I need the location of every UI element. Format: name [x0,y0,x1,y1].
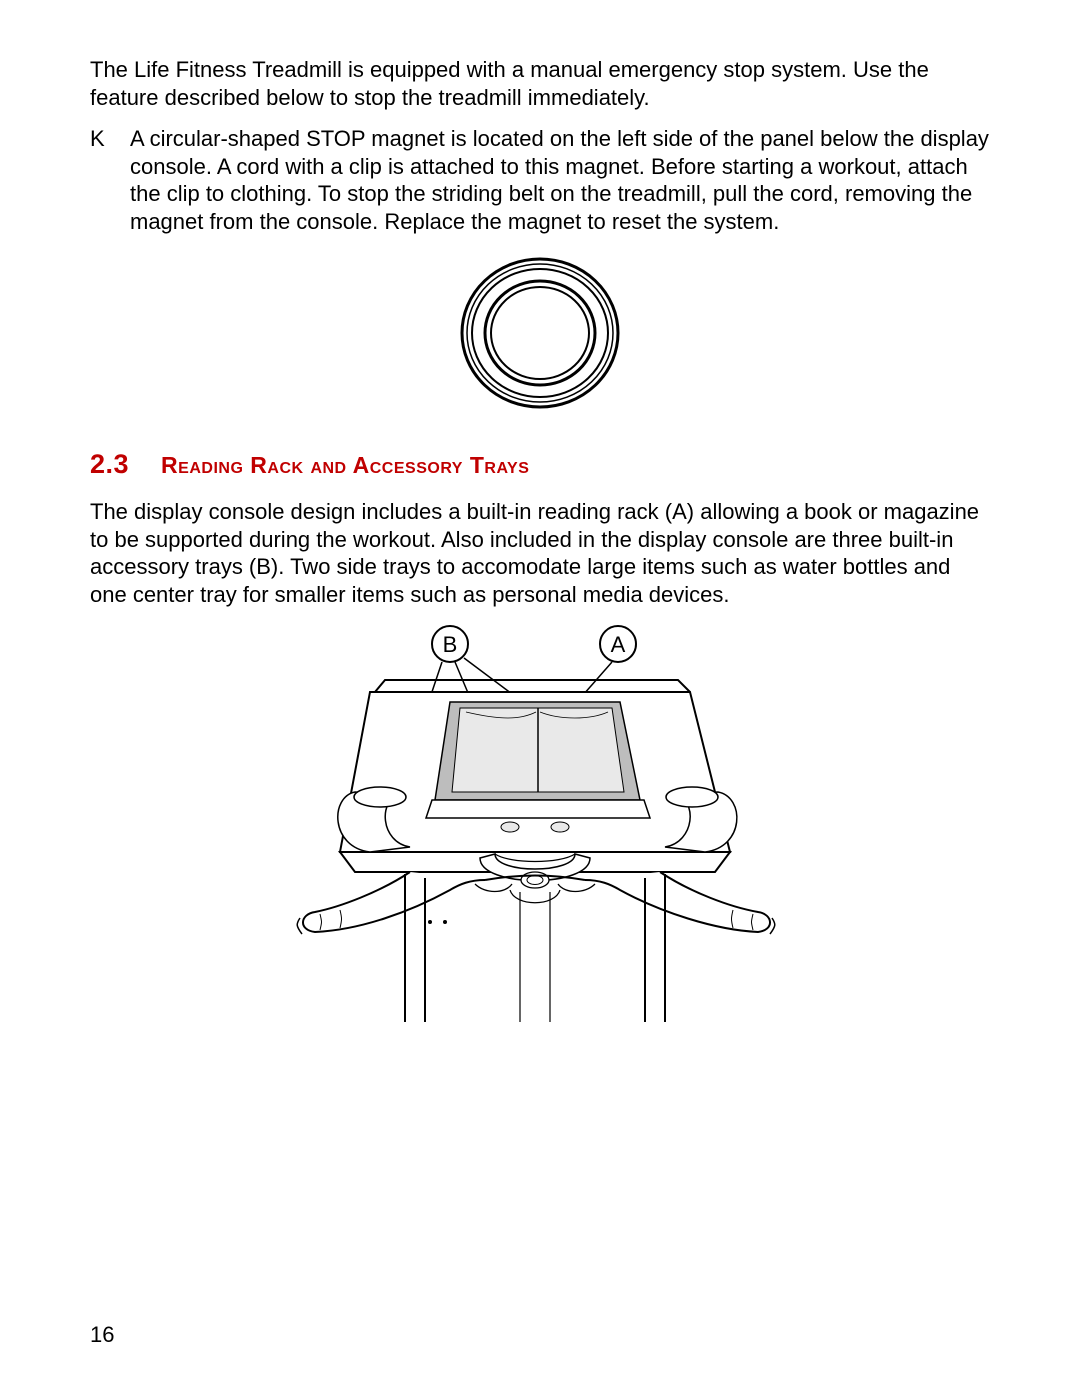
stop-magnet-item: K A circular-shaped STOP magnet is locat… [90,125,990,235]
console-diagram-icon: B A [260,622,820,1042]
section-paragraph: The display console design includes a bu… [90,498,990,608]
section-title: Reading Rack and Accessory Trays [161,452,529,479]
stop-magnet-icon [460,253,620,413]
section-number: 2.3 [90,449,129,480]
intro-paragraph: The Life Fitness Treadmill is equipped w… [90,56,990,111]
stop-magnet-figure [90,253,990,413]
callout-b-label: B [443,632,458,657]
callout-a-label: A [611,632,626,657]
section-heading: 2.3 Reading Rack and Accessory Trays [90,449,990,480]
page-number: 16 [90,1322,114,1348]
stop-magnet-text: A circular-shaped STOP magnet is located… [130,125,990,235]
console-figure: B A [90,622,990,1042]
stop-magnet-key: K [90,125,130,235]
